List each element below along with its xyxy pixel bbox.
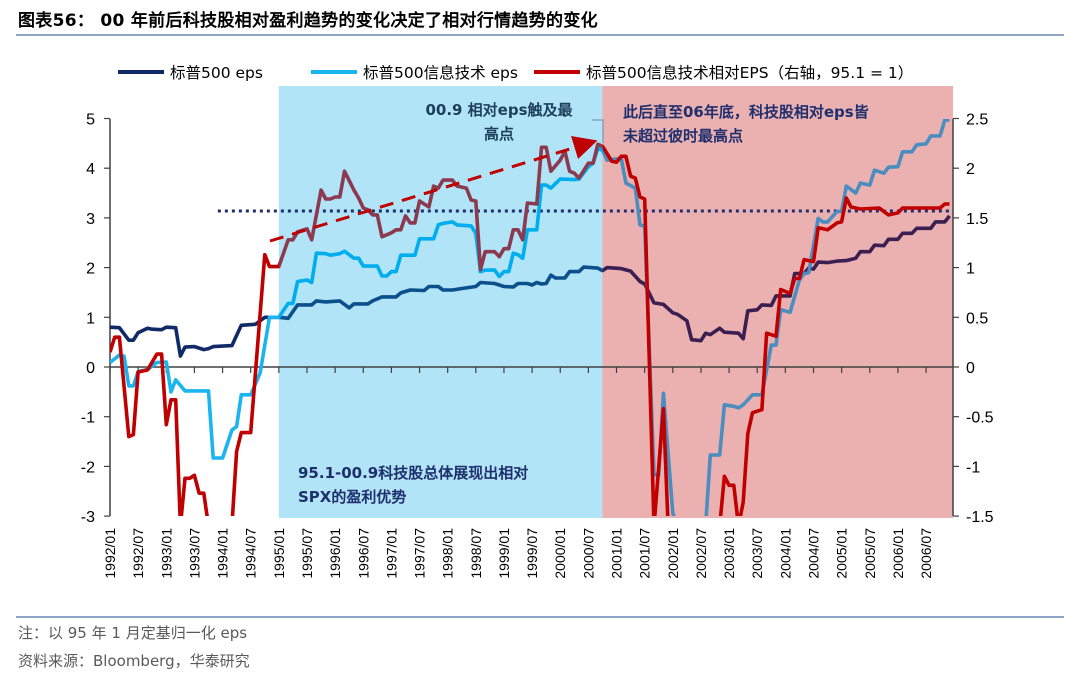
series-line-2-segment-2 — [279, 146, 603, 320]
series-line-1-segment-2 — [279, 265, 603, 321]
after-annotation: 未超过彼时最高点 — [622, 127, 743, 145]
x-tick-label: 1996/07 — [355, 528, 371, 579]
x-tick-label: 2006/07 — [918, 528, 934, 579]
peak-annotation: 00.9 相对eps触及最 — [425, 101, 573, 119]
left-tick-label: 2 — [86, 261, 95, 278]
right-tick-label: 1 — [966, 261, 975, 278]
x-tick-label: 1999/01 — [496, 528, 512, 579]
right-tick-label: 0 — [966, 360, 975, 377]
left-tick-label: 5 — [86, 112, 95, 129]
x-tick-label: 1994/01 — [215, 528, 231, 579]
x-tick-label: 1997/07 — [412, 528, 428, 579]
right-tick-label: 0.5 — [966, 310, 988, 327]
x-tick-label: 1994/07 — [243, 528, 259, 579]
x-tick-label: 1997/01 — [383, 528, 399, 579]
x-tick-label: 1999/07 — [524, 528, 540, 579]
x-tick-label: 2000/01 — [552, 528, 568, 579]
x-tick-label: 2005/01 — [834, 528, 850, 579]
x-tick-label: 1992/07 — [130, 528, 146, 579]
footer-divider — [16, 616, 1064, 618]
left-tick-label: 4 — [86, 161, 95, 178]
x-tick-label: 1996/01 — [327, 528, 343, 579]
chart-title: 图表56： 00 年前后科技股相对盈利趋势的变化决定了相对行情趋势的变化 — [18, 11, 598, 31]
left-tick-label: 3 — [86, 211, 95, 228]
series-line-2-segment-3 — [603, 119, 950, 516]
left-tick-label: -1 — [81, 410, 95, 427]
x-tick-label: 1993/07 — [186, 528, 202, 579]
x-tick-label: 2004/01 — [777, 528, 793, 579]
title-divider — [16, 34, 1064, 36]
x-tick-label: 1993/01 — [158, 528, 174, 579]
x-tick-label: 2002/01 — [665, 528, 681, 579]
right-tick-label: 1.5 — [966, 211, 988, 228]
x-tick-label: 2000/07 — [580, 528, 596, 579]
legend-label: 标普500信息技术相对EPS（右轴，95.1 = 1） — [586, 64, 913, 82]
legend-label: 标普500信息技术 eps — [363, 64, 518, 82]
left-tick-label: 1 — [86, 310, 95, 327]
right-tick-label: -0.5 — [966, 410, 994, 427]
legend: 标普500 eps 标普500信息技术 eps 标普500信息技术相对EPS（右轴，… — [118, 64, 913, 82]
left-tick-label: -2 — [81, 459, 95, 476]
series-line-3-segment-1 — [110, 252, 279, 516]
source-note: 资料来源：Bloomberg，华泰研究 — [18, 652, 250, 670]
left-tick-label: -3 — [81, 509, 95, 526]
x-tick-label: 2001/01 — [609, 528, 625, 579]
x-tick-label: 2005/07 — [862, 528, 878, 579]
x-tick-label: 2001/07 — [637, 528, 653, 579]
x-tick-label: 1995/01 — [271, 528, 287, 579]
series-line-1-segment-3 — [603, 214, 951, 343]
series-line-2-segment-1 — [110, 313, 279, 460]
right-tick-label: 2 — [966, 161, 975, 178]
left-tick-label: 0 — [86, 360, 95, 377]
right-tick-label: -1.5 — [966, 509, 994, 526]
trend-arrow — [269, 136, 598, 243]
x-tick-label: 2003/01 — [721, 528, 737, 579]
x-tick-label: 2004/07 — [806, 528, 822, 579]
x-tick-label: 2006/01 — [890, 528, 906, 579]
footnote: 注：以 95 年 1 月定基归一化 eps — [18, 624, 248, 642]
x-tick-label: 1992/01 — [102, 528, 118, 579]
right-tick-label: 2.5 — [966, 112, 988, 129]
peak-callout-leader — [592, 119, 604, 143]
series-line-3-segment-3 — [603, 144, 950, 516]
x-tick-label: 1995/07 — [299, 528, 315, 579]
x-tick-label: 2002/07 — [693, 528, 709, 579]
x-tick-label: 1998/07 — [468, 528, 484, 579]
x-tick-label: 1998/01 — [440, 528, 456, 579]
series-line-1-segment-1 — [110, 315, 279, 358]
right-tick-label: -1 — [966, 459, 980, 476]
series-line-3-segment-2 — [279, 142, 603, 272]
x-tick-label: 2003/07 — [749, 528, 765, 579]
legend-label: 标普500 eps — [170, 64, 263, 82]
period-annotation: 95.1-00.9科技股总体展现出相对 — [298, 464, 528, 482]
period-annotation: SPX的盈利优势 — [298, 488, 406, 506]
after-annotation: 此后直至06年底，科技股相对eps皆 — [623, 103, 869, 121]
peak-annotation: 高点 — [484, 125, 514, 143]
